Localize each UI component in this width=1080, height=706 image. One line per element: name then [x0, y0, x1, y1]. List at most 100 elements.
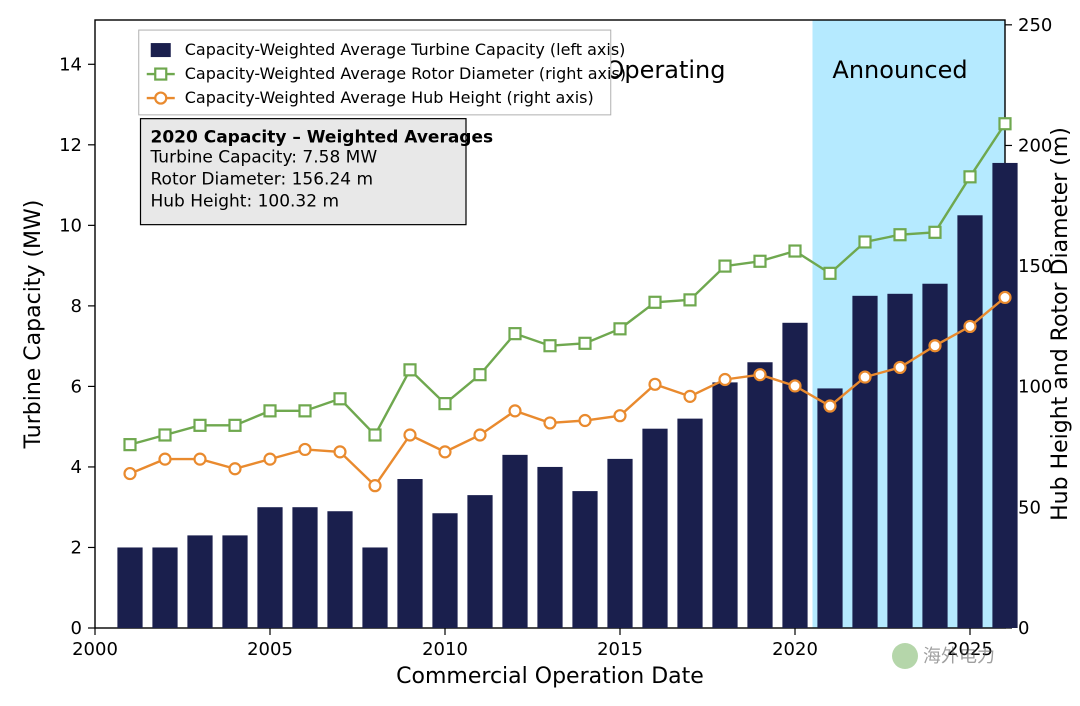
rotor-marker	[440, 398, 451, 409]
y-left-tick-label: 4	[71, 457, 82, 478]
legend-circle-icon	[155, 93, 166, 104]
rotor-marker	[825, 268, 836, 279]
hub-marker	[440, 446, 451, 457]
y-right-tick-label: 50	[1018, 497, 1041, 518]
bar	[327, 511, 352, 628]
bar	[502, 455, 527, 628]
x-axis-label: Commercial Operation Date	[396, 664, 704, 689]
info-box-line: Rotor Diameter: 156.24 m	[151, 170, 374, 190]
legend-label: Capacity-Weighted Average Hub Height (ri…	[185, 88, 594, 107]
rotor-marker	[895, 229, 906, 240]
hub-marker	[195, 454, 206, 465]
rotor-marker	[230, 420, 241, 431]
chart-svg: 200020052010201520202025Commercial Opera…	[0, 0, 1080, 706]
y-right-axis-label: Hub Height and Rotor Diameter (m)	[1048, 127, 1073, 521]
hub-marker	[265, 454, 276, 465]
y-left-tick-label: 6	[71, 376, 82, 397]
bar	[572, 491, 597, 628]
rotor-marker	[790, 246, 801, 257]
rotor-marker	[125, 439, 136, 450]
y-left-tick-label: 0	[71, 618, 82, 639]
rotor-marker	[755, 256, 766, 267]
bar	[292, 507, 317, 628]
rotor-marker	[930, 227, 941, 238]
hub-marker	[755, 369, 766, 380]
watermark: 海外电力	[892, 643, 995, 669]
bar	[852, 296, 877, 628]
announced-label: Announced	[832, 56, 967, 84]
hub-marker	[1000, 292, 1011, 303]
chart-root: 200020052010201520202025Commercial Opera…	[0, 0, 1080, 706]
legend-bar-icon	[151, 43, 171, 57]
bar	[117, 547, 142, 628]
legend-square-icon	[155, 69, 166, 80]
bar	[362, 547, 387, 628]
bar	[817, 388, 842, 628]
rotor-marker	[475, 369, 486, 380]
hub-marker	[685, 391, 696, 402]
hub-marker	[475, 429, 486, 440]
bar	[957, 215, 982, 628]
hub-marker	[965, 321, 976, 332]
bar	[642, 429, 667, 628]
y-right-tick-label: 0	[1018, 618, 1029, 639]
y-left-tick-label: 14	[59, 54, 82, 75]
rotor-marker	[685, 294, 696, 305]
bar	[782, 323, 807, 628]
rotor-marker	[965, 171, 976, 182]
rotor-marker	[510, 328, 521, 339]
bar	[397, 479, 422, 628]
rotor-marker	[265, 405, 276, 416]
rotor-marker	[580, 338, 591, 349]
hub-marker	[580, 415, 591, 426]
legend-label: Capacity-Weighted Average Rotor Diameter…	[185, 64, 626, 83]
x-tick-label: 2015	[597, 639, 643, 660]
hub-marker	[930, 340, 941, 351]
hub-marker	[895, 362, 906, 373]
hub-marker	[545, 417, 556, 428]
x-tick-label: 2020	[772, 639, 818, 660]
bar	[607, 459, 632, 628]
rotor-marker	[545, 340, 556, 351]
bar	[922, 284, 947, 628]
hub-marker	[335, 446, 346, 457]
hub-marker	[160, 454, 171, 465]
hub-marker	[720, 374, 731, 385]
hub-marker	[650, 379, 661, 390]
y-left-tick-label: 8	[71, 296, 82, 317]
y-left-tick-label: 10	[59, 215, 82, 236]
bar	[187, 535, 212, 628]
hub-marker	[510, 405, 521, 416]
rotor-marker	[195, 420, 206, 431]
rotor-marker	[860, 236, 871, 247]
bar	[887, 294, 912, 628]
rotor-marker	[615, 323, 626, 334]
bar	[712, 382, 737, 628]
legend-label: Capacity-Weighted Average Turbine Capaci…	[185, 40, 626, 59]
x-tick-label: 2000	[72, 639, 118, 660]
hub-marker	[405, 429, 416, 440]
hub-marker	[790, 380, 801, 391]
y-left-axis-label: Turbine Capacity (MW)	[21, 200, 46, 450]
bar	[747, 362, 772, 628]
x-tick-label: 2010	[422, 639, 468, 660]
bar	[257, 507, 282, 628]
hub-marker	[300, 444, 311, 455]
rotor-marker	[405, 364, 416, 375]
rotor-marker	[720, 261, 731, 272]
rotor-marker	[160, 429, 171, 440]
bar	[467, 495, 492, 628]
info-box-title: 2020 Capacity – Weighted Averages	[151, 128, 494, 148]
hub-marker	[825, 401, 836, 412]
y-right-tick-label: 250	[1018, 15, 1052, 36]
bar	[152, 547, 177, 628]
rotor-marker	[650, 297, 661, 308]
watermark-text: 海外电力	[923, 646, 995, 666]
bar	[677, 419, 702, 628]
hub-marker	[615, 410, 626, 421]
x-tick-label: 2005	[247, 639, 293, 660]
rotor-marker	[335, 393, 346, 404]
rotor-marker	[1000, 118, 1011, 129]
y-left-tick-label: 2	[71, 537, 82, 558]
info-box-line: Hub Height: 100.32 m	[151, 192, 340, 212]
